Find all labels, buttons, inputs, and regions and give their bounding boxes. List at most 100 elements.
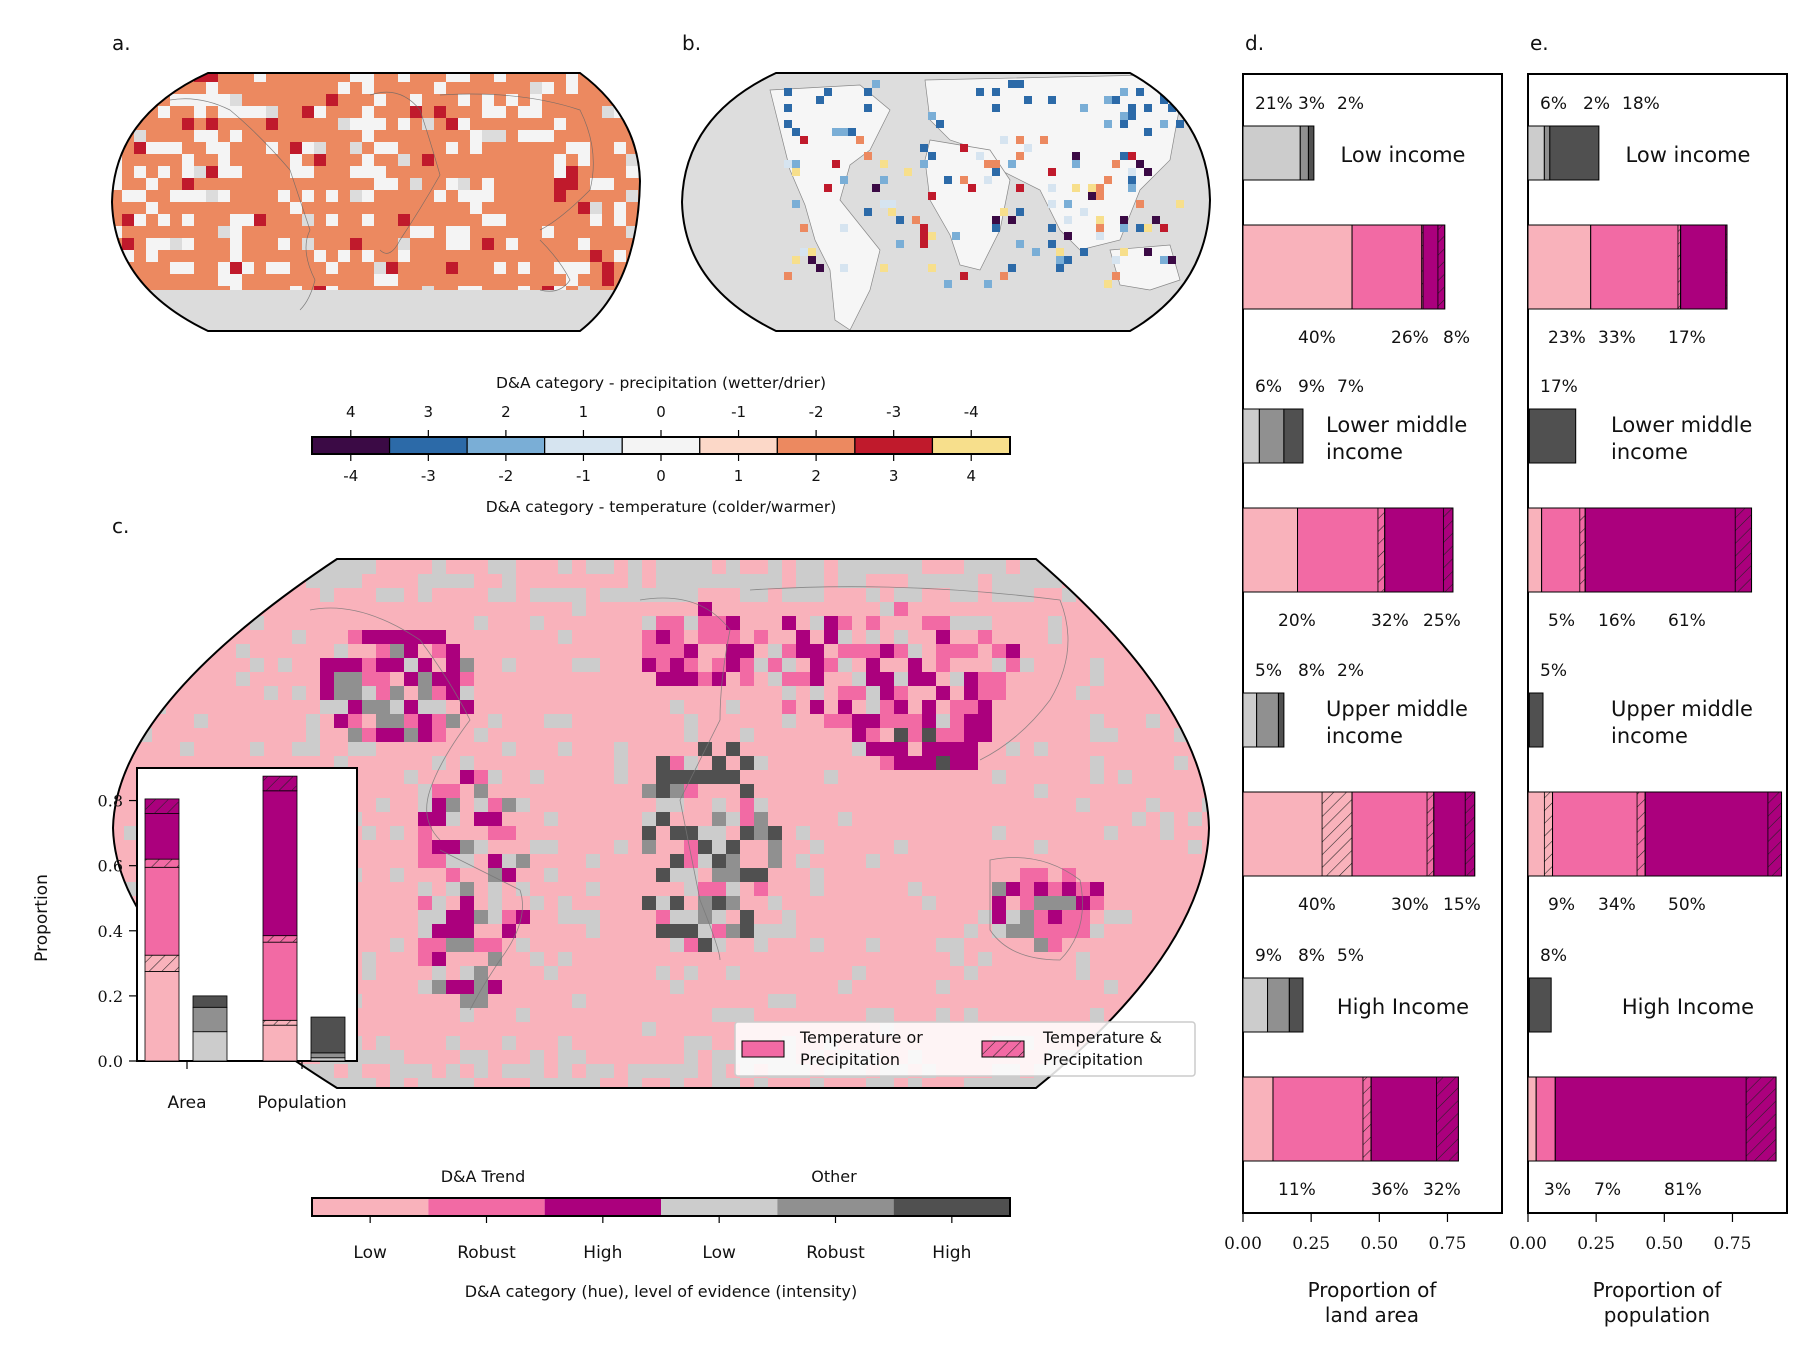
inset-chart: 0.0 0.2 0.4 0.6 0.8 Area Population Proportion	[32, 767, 358, 1113]
colorbar-bottom-swatch	[544, 1198, 661, 1216]
panel-d-other-pct-label: 21%	[1255, 94, 1293, 114]
colorbar-bottom-tick-label: Low	[702, 1243, 736, 1263]
panel-d-trend-bar-segment	[1242, 507, 1299, 593]
panel-e-trend-bar-segment	[1644, 791, 1783, 877]
colorbar-bottom-tick-label: Low	[353, 1243, 387, 1263]
inset-ytick-label: 0.8	[98, 792, 123, 811]
panel-d-trend-pct-label: 40%	[1298, 895, 1336, 915]
inset-bar-segment	[310, 1057, 346, 1062]
panel-e-group-name: Lower middle	[1611, 413, 1752, 437]
inset-bar-segment	[262, 941, 298, 1021]
colorbar-top-tick-label-top: -4	[964, 403, 979, 421]
panel-label-c: c.	[112, 514, 129, 538]
panel-e-trend-bar-hatch	[1636, 791, 1646, 877]
colorbar-top-tick-label-top: -3	[886, 403, 901, 421]
panel-d-trend-bar-segment	[1272, 1076, 1372, 1162]
panel-label-b: b.	[682, 31, 701, 55]
panel-d-trend-pct-label: 36%	[1371, 1180, 1409, 1200]
panel-d-other-bar-segment	[1242, 408, 1260, 464]
panel-e-other-bar-segment	[1527, 125, 1545, 181]
panel-e-trend-pct-label: 17%	[1668, 328, 1706, 348]
inset-bar-segment	[192, 1006, 228, 1033]
colorbar-top-swatch	[544, 436, 623, 455]
panel-d-trend-bar-hatch	[1436, 1076, 1459, 1162]
panel-d-trend-pct-label: 32%	[1423, 1180, 1461, 1200]
panel-d-other-pct-label: 8%	[1298, 946, 1325, 966]
panel-e-group-name-line2: income	[1611, 440, 1688, 464]
colorbar-top-tick-label-bottom: -2	[498, 467, 513, 485]
colorbar-top-swatch	[931, 436, 1011, 455]
colorbar-top-tick-label-bottom: 0	[656, 467, 666, 485]
panel-d-other-bar-segment	[1267, 977, 1290, 1033]
panel-e-other-pct-label: 2%	[1583, 94, 1610, 114]
panel-e-trend-pct-label: 23%	[1548, 328, 1586, 348]
panel-label-d: d.	[1245, 31, 1264, 55]
colorbar-top-swatch	[776, 436, 856, 455]
inset-bar-hatch	[145, 955, 179, 972]
panel-d-trend-pct-label: 30%	[1391, 895, 1429, 915]
panel-d-other-pct-label: 2%	[1337, 661, 1364, 681]
panel-d-other-bar-segment	[1242, 692, 1258, 748]
panel-d-other-bar-segment	[1307, 125, 1315, 181]
panel-e-trend-bar-segment	[1552, 791, 1646, 877]
panel-d-trend-bar-segment	[1351, 224, 1424, 310]
colorbar-top-title: D&A category - precipitation (wetter/dri…	[496, 374, 826, 392]
panel-d-trend-bar-hatch	[1426, 791, 1435, 877]
panel-d-xtick-label: 0.75	[1429, 1234, 1467, 1254]
panel-d-group-name: Low income	[1341, 143, 1466, 167]
colorbar-bottom-title: D&A category (hue), level of evidence (i…	[465, 1282, 858, 1301]
map-b-precipitation	[680, 72, 1212, 332]
panel-e-trend-bar-segment	[1541, 507, 1586, 593]
panel-d-trend-pct-label: 20%	[1278, 611, 1316, 631]
colorbar-bottom-swatch	[893, 1198, 1010, 1216]
panel-label-e: e.	[1530, 31, 1549, 55]
panel-d-trend-bar-hatch	[1362, 1076, 1372, 1162]
panel-d-trend-bar-segment	[1384, 507, 1454, 593]
colorbar-top-tick-label-top: 0	[656, 403, 666, 421]
panel-d-other-bar-segment	[1256, 692, 1279, 748]
panel-d-other-pct-label: 9%	[1298, 377, 1325, 397]
colorbar-top-tick-label-top: 3	[424, 403, 434, 421]
panel-e-other-pct-label: 18%	[1622, 94, 1660, 114]
inset-bar-segment	[192, 1031, 228, 1062]
colorbar-top-title-bottom: D&A category - temperature (colder/warme…	[486, 498, 837, 516]
inset-bar-hatch	[145, 859, 179, 868]
panel-d-other-bar-segment	[1288, 977, 1304, 1033]
colorbar-top-tick-label-bottom: -1	[576, 467, 591, 485]
panel-d-group-name-line2: income	[1326, 724, 1403, 748]
inset-bar-hatch	[263, 1020, 297, 1026]
inset-ytick-label: 0.4	[98, 922, 123, 941]
panel-e-trend-pct-label: 61%	[1668, 611, 1706, 631]
panel-d-other-bar-segment	[1277, 692, 1285, 748]
panel-e-trend-bar-hatch	[1767, 791, 1782, 877]
panel-e-other-pct-label: 17%	[1540, 377, 1578, 397]
inset-xtick-label: Population	[257, 1093, 346, 1113]
map-a-temperature	[110, 72, 642, 332]
colorbar-top-tick-label-bottom: 3	[889, 467, 899, 485]
panel-e-trend-bar-segment	[1584, 507, 1753, 593]
panel-d-xlabel-line1: Proportion of	[1308, 1278, 1438, 1302]
panel-d-other-bar-segment	[1299, 125, 1309, 181]
colorbar-bottom-swatch	[777, 1198, 894, 1216]
panel-d-trend-pct-label: 11%	[1278, 1180, 1316, 1200]
panel-e-trend-bar-hatch	[1725, 224, 1728, 310]
panel-d-trend-pct-label: 8%	[1443, 328, 1470, 348]
panel-d-trend-pct-label: 32%	[1371, 611, 1409, 631]
panel-d-trend-bar-segment	[1297, 507, 1386, 593]
colorbar-top-swatch	[388, 436, 468, 455]
panel-e-other-pct-label: 6%	[1540, 94, 1567, 114]
inset-bar-hatch	[263, 776, 297, 791]
colorbar-bottom-swatch	[312, 1198, 429, 1216]
colorbar-top-swatch	[699, 436, 778, 455]
panel-e-xlabel-line2: population	[1604, 1303, 1710, 1327]
colorbar-bottom: D&A Trend Other Low Robust High Low Robust Hi…	[311, 1167, 1011, 1301]
panel-d-group-name: Lower middle	[1326, 413, 1467, 437]
panel-d-other-pct-label: 3%	[1298, 94, 1325, 114]
panel-e-other-bar-segment	[1549, 125, 1600, 181]
panel-d-other-bar-segment	[1242, 977, 1269, 1033]
colorbar-top: D&A category - precipitation (wetter/dri…	[311, 374, 1011, 516]
panel-e-other-bar-segment	[1528, 408, 1577, 464]
inset-ytick-label: 0.6	[98, 857, 123, 876]
panel-e-trend-bar-hatch	[1734, 507, 1752, 593]
inset-bar-segment	[192, 995, 228, 1008]
